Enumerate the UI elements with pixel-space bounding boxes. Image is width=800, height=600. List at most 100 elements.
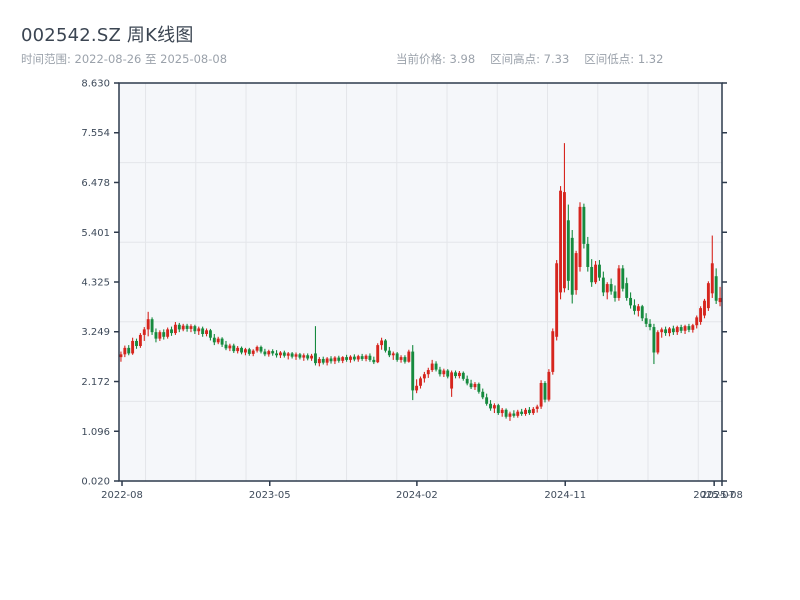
candle-body xyxy=(228,345,232,349)
candle-body xyxy=(710,263,714,294)
candle-body xyxy=(395,353,399,360)
candle-body xyxy=(664,329,668,334)
candle-body xyxy=(430,363,434,371)
x-tick-label: 2025-08 xyxy=(701,490,743,501)
candle-body xyxy=(601,277,605,293)
candle-body xyxy=(138,334,142,347)
candle-body xyxy=(349,356,352,360)
candle-body xyxy=(162,332,166,337)
candle-body xyxy=(492,405,496,409)
candle-body xyxy=(543,383,547,400)
candle-body xyxy=(450,372,454,389)
candle-body xyxy=(298,354,302,358)
candle-body xyxy=(220,338,224,345)
candle-body xyxy=(625,283,629,298)
candle-body xyxy=(652,327,656,353)
candle-body xyxy=(531,408,535,414)
candle-body xyxy=(415,385,419,391)
candle-body xyxy=(590,266,594,283)
candle-body xyxy=(286,353,290,356)
candle-body xyxy=(477,383,481,392)
candle-body xyxy=(617,268,621,298)
candle-body xyxy=(278,352,282,356)
candle-body xyxy=(352,356,356,360)
candle-body xyxy=(481,391,485,398)
candle-body xyxy=(535,406,539,409)
candle-body xyxy=(403,357,407,362)
candle-body xyxy=(208,330,212,338)
x-tick-label: 2024-02 xyxy=(396,490,438,501)
candle-body xyxy=(360,356,364,359)
candle-body xyxy=(562,192,566,289)
candle-body xyxy=(368,355,372,360)
candle-body xyxy=(454,372,457,377)
candle-body xyxy=(656,332,660,353)
candle-body xyxy=(598,264,601,278)
candle-body xyxy=(380,340,384,346)
candle-body xyxy=(683,326,687,331)
candle-body xyxy=(496,405,500,414)
candle-body xyxy=(706,283,710,309)
candle-body xyxy=(154,332,158,339)
candle-body xyxy=(205,330,208,335)
candle-body xyxy=(695,317,699,326)
candle-body xyxy=(578,206,582,267)
plot-background xyxy=(119,83,722,481)
candle-body xyxy=(224,344,228,349)
candle-body xyxy=(232,345,236,352)
candle-body xyxy=(465,378,469,384)
page-title: 002542.SZ 周K线图 xyxy=(21,25,194,46)
candle-body xyxy=(407,351,411,362)
candle-body xyxy=(426,370,430,375)
candle-body xyxy=(166,329,170,337)
candle-body xyxy=(341,357,345,361)
candle-body xyxy=(438,369,442,375)
y-tick-label: 4.325 xyxy=(81,278,110,289)
current-price-stat: 当前价格: 3.98 xyxy=(396,51,475,67)
candle-body xyxy=(613,291,617,298)
candle-body xyxy=(197,328,201,332)
candle-body xyxy=(356,356,360,360)
candle-body xyxy=(718,297,722,303)
candle-body xyxy=(539,383,543,407)
candle-body xyxy=(127,347,131,354)
x-tick-label: 2022-08 xyxy=(101,490,143,501)
candle-body xyxy=(173,324,177,334)
candle-body xyxy=(605,284,609,293)
candle-body xyxy=(524,409,527,414)
candle-body xyxy=(570,237,574,295)
range-high-stat: 区间高点: 7.33 xyxy=(490,51,569,67)
candle-body xyxy=(267,351,271,355)
candle-body xyxy=(679,327,683,331)
candle-body xyxy=(236,347,240,352)
candle-body xyxy=(255,346,259,351)
candle-body xyxy=(247,349,251,354)
candle-body xyxy=(325,358,329,363)
y-tick-label: 1.096 xyxy=(81,427,110,438)
candle-body xyxy=(586,243,590,267)
candle-body xyxy=(594,264,598,283)
range-high-value: 7.33 xyxy=(543,52,570,66)
candle-body xyxy=(181,325,185,330)
x-tick-label: 2025-07 xyxy=(693,490,735,501)
candle-body xyxy=(317,358,321,364)
candle-body xyxy=(500,409,504,414)
y-tick-label: 0.020 xyxy=(81,477,110,488)
y-tick-label: 3.249 xyxy=(81,327,110,338)
range-low-label: 区间低点: xyxy=(584,52,635,66)
range-low-value: 1.32 xyxy=(637,52,664,66)
candle-body xyxy=(119,354,123,358)
candle-body xyxy=(422,374,426,379)
candle-body xyxy=(275,353,279,356)
candle-body xyxy=(457,372,461,377)
candle-body xyxy=(384,340,387,351)
candle-body xyxy=(216,338,220,343)
candle-body xyxy=(516,411,520,416)
current-price-value: 3.98 xyxy=(449,52,476,66)
candle-body xyxy=(512,413,516,416)
candle-body xyxy=(333,357,337,362)
candle-body xyxy=(703,300,706,316)
candle-body xyxy=(574,253,578,291)
